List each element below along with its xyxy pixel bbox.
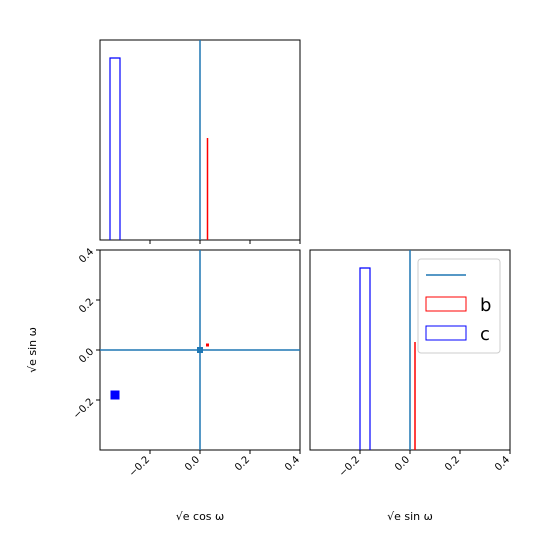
legend-c-swatch bbox=[425, 325, 467, 341]
tick-label-scatter-y: 0.4 bbox=[77, 246, 96, 265]
tick-label-scatter-y: −0.2 bbox=[71, 396, 96, 421]
hist-cos-marks bbox=[109, 40, 209, 240]
xlabel-cos: √e cos ω bbox=[176, 510, 225, 523]
tick-label-hist-sin-x: 0.0 bbox=[393, 454, 412, 473]
tick-label-scatter-x: −0.2 bbox=[127, 454, 152, 479]
hist-sin-marks bbox=[359, 250, 416, 450]
tick-label-scatter-x: 0.4 bbox=[283, 454, 302, 473]
scatter-marks bbox=[100, 250, 300, 450]
hist-sin-bar-c bbox=[359, 267, 371, 450]
hist-cos-bar-c bbox=[109, 57, 121, 240]
legend: b c bbox=[417, 258, 501, 354]
ylabel-sin: √e sin ω bbox=[26, 327, 39, 373]
legend-b-swatch bbox=[425, 296, 467, 312]
legend-box bbox=[417, 258, 501, 354]
legend-c-label: c bbox=[480, 324, 490, 345]
tick-label-hist-sin-x: −0.2 bbox=[337, 454, 362, 479]
scatter-point-c bbox=[110, 390, 120, 400]
tick-label-scatter-x: 0.2 bbox=[233, 454, 252, 473]
tick-label-hist-sin-x: 0.2 bbox=[443, 454, 462, 473]
tick-label-scatter-x: 0.0 bbox=[183, 454, 202, 473]
truth-marker bbox=[197, 347, 203, 353]
scatter-point-b bbox=[206, 343, 209, 347]
tick-label-scatter-y: 0.2 bbox=[77, 296, 96, 315]
legend-b-label: b bbox=[480, 295, 491, 316]
tick-label-hist-sin-x: 0.4 bbox=[493, 454, 512, 473]
tick-label-scatter-y: 0.0 bbox=[77, 346, 96, 365]
xlabel-sin: √e sin ω bbox=[387, 510, 433, 523]
